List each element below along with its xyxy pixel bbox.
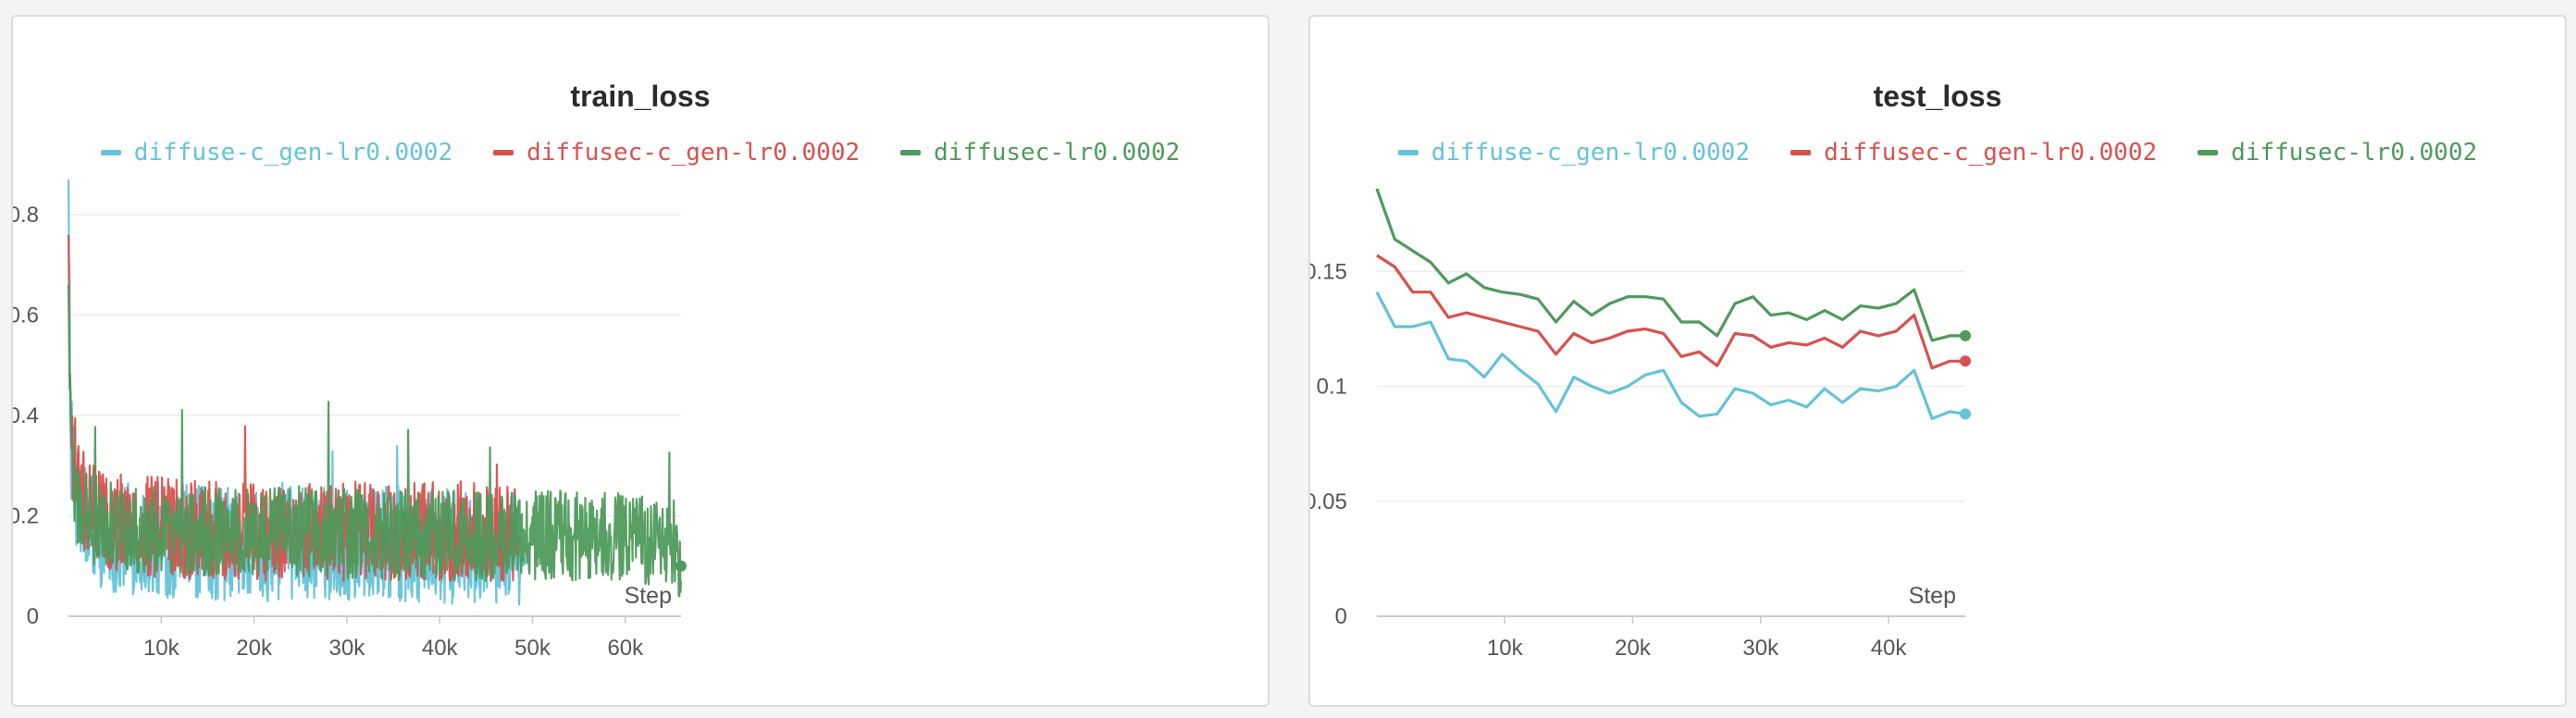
legend-item-diffusec-c-gen[interactable]: diffusec-c_gen-lr0.0002 bbox=[1790, 139, 2157, 167]
series-line-2[interactable] bbox=[1376, 254, 1965, 370]
legend-item-diffuse-c-gen[interactable]: diffuse-c_gen-lr0.0002 bbox=[100, 139, 453, 167]
x-tick-label: 40k bbox=[422, 636, 459, 661]
legend-item-diffusec[interactable]: diffusec-lr0.0002 bbox=[900, 139, 1180, 167]
series-end-point-3[interactable] bbox=[1960, 329, 1971, 341]
legend: diffuse-c_gen-lr0.0002 diffusec-c_gen-lr… bbox=[13, 139, 1268, 167]
legend-item-diffusec[interactable]: diffusec-lr0.0002 bbox=[2198, 139, 2477, 167]
y-tick-label: 0.05 bbox=[1310, 489, 1347, 514]
x-axis-label: Step bbox=[625, 583, 672, 609]
legend-swatch bbox=[900, 150, 922, 155]
y-tick-label: 0 bbox=[27, 604, 39, 629]
legend-swatch bbox=[100, 150, 121, 155]
legend-label: diffusec-lr0.0002 bbox=[2231, 139, 2478, 167]
x-tick-label: 20k bbox=[236, 636, 273, 661]
chart-title: test_loss bbox=[1873, 80, 2002, 113]
y-tick-label: 0.1 bbox=[1317, 375, 1347, 400]
test-loss-plot[interactable]: 0 0.05 0.1 0.15 10k 20k 30k 40k Step bbox=[1310, 17, 2569, 709]
series-line-3[interactable] bbox=[1375, 188, 1965, 342]
legend-label: diffusec-c_gen-lr0.0002 bbox=[526, 139, 861, 167]
legend-swatch bbox=[493, 150, 514, 155]
x-tick-label: 10k bbox=[1487, 636, 1524, 661]
series-line-3[interactable] bbox=[67, 284, 683, 598]
train-loss-panel: train_loss diffuse-c_gen-lr0.0002 diffus… bbox=[11, 15, 1269, 707]
series-end-point-3[interactable] bbox=[675, 560, 687, 572]
legend-item-diffuse-c-gen[interactable]: diffuse-c_gen-lr0.0002 bbox=[1397, 139, 1751, 167]
y-tick-label: 0.15 bbox=[1310, 259, 1347, 284]
legend-label: diffusec-lr0.0002 bbox=[934, 139, 1181, 167]
x-axis-label: Step bbox=[1909, 583, 1956, 609]
x-tick-label: 10k bbox=[143, 636, 180, 661]
legend-label: diffuse-c_gen-lr0.0002 bbox=[133, 139, 453, 167]
legend: diffuse-c_gen-lr0.0002 diffusec-c_gen-lr… bbox=[1310, 139, 2565, 167]
series-end-point-2[interactable] bbox=[1960, 355, 1971, 367]
legend-label: diffusec-c_gen-lr0.0002 bbox=[1824, 139, 2158, 167]
legend-swatch bbox=[2198, 150, 2219, 155]
test-loss-panel: test_loss diffuse-c_gen-lr0.0002 diffuse… bbox=[1308, 15, 2567, 707]
x-tick-label: 20k bbox=[1615, 636, 1652, 661]
x-tick-label: 60k bbox=[607, 636, 644, 661]
legend-swatch bbox=[1790, 150, 1812, 155]
chart-title: train_loss bbox=[570, 80, 711, 113]
legend-label: diffuse-c_gen-lr0.0002 bbox=[1430, 139, 1751, 167]
y-tick-label: 0.8 bbox=[13, 203, 39, 228]
y-tick-label: 0.4 bbox=[13, 403, 39, 428]
series-end-point-1[interactable] bbox=[1960, 408, 1971, 420]
legend-swatch bbox=[1397, 150, 1418, 155]
y-tick-label: 0.2 bbox=[13, 503, 39, 528]
legend-item-diffusec-c-gen[interactable]: diffusec-c_gen-lr0.0002 bbox=[493, 139, 860, 167]
series-line-1[interactable] bbox=[1375, 291, 1966, 420]
y-tick-label: 0 bbox=[1335, 604, 1347, 629]
x-tick-label: 30k bbox=[329, 636, 366, 661]
y-tick-label: 0.6 bbox=[13, 303, 39, 328]
x-tick-label: 50k bbox=[514, 636, 551, 661]
x-tick-label: 30k bbox=[1742, 636, 1779, 661]
x-tick-label: 40k bbox=[1871, 636, 1908, 661]
train-loss-plot[interactable]: 0 0.2 0.4 0.6 0.8 10k 20k 30k 40k 50k 60k Step bbox=[13, 17, 1271, 709]
